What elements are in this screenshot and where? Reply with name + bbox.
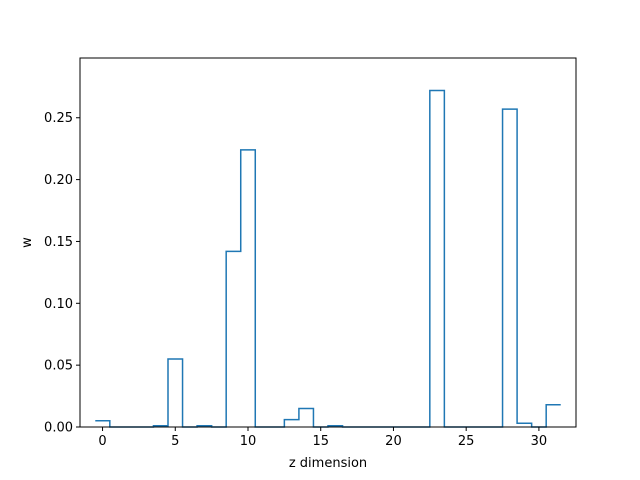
x-tick-label: 0 [98, 434, 106, 449]
x-tick-label: 5 [171, 434, 179, 449]
x-tick-label: 15 [312, 434, 329, 449]
x-tick-label: 30 [531, 434, 548, 449]
x-tick-label: 20 [385, 434, 402, 449]
plot-area [80, 58, 576, 427]
y-axis-label: w [20, 237, 35, 248]
x-axis-label: z dimension [289, 456, 367, 471]
y-tick-label: 0.10 [44, 297, 73, 312]
y-axis: 0.00 0.05 0.10 0.15 0.20 0.25 [44, 111, 80, 436]
plot-frame [79, 57, 577, 428]
y-tick-label: 0.20 [44, 173, 73, 188]
x-axis: 0 5 10 15 20 25 30 [98, 427, 547, 449]
x-tick-label: 25 [458, 434, 475, 449]
y-tick-label: 0.00 [44, 421, 73, 436]
y-tick-label: 0.25 [44, 111, 73, 126]
y-tick-label: 0.05 [44, 359, 73, 374]
y-tick-label: 0.15 [44, 235, 73, 250]
x-tick-label: 10 [240, 434, 257, 449]
